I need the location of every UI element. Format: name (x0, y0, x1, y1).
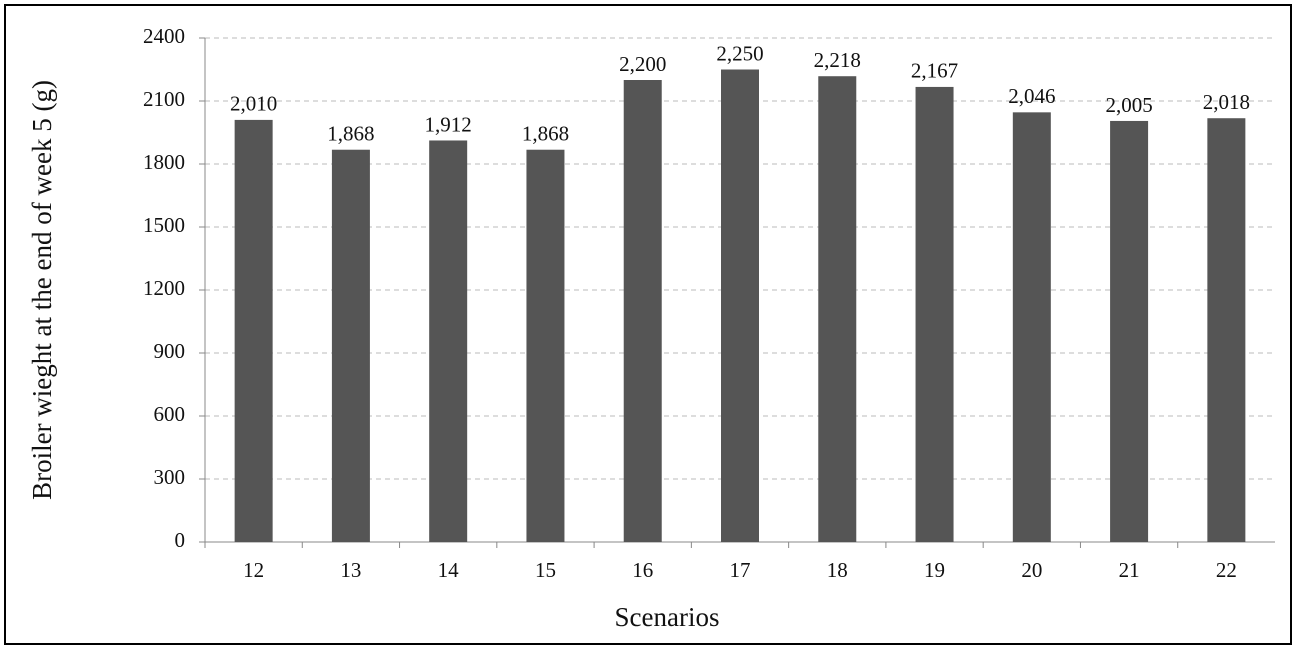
bar (234, 119, 273, 543)
x-tick-label: 13 (340, 558, 361, 582)
bar (721, 69, 759, 542)
bar (818, 76, 857, 542)
value-label: 2,018 (1203, 90, 1250, 114)
y-tick-label: 600 (154, 402, 186, 426)
x-tick-label: 14 (438, 558, 460, 582)
x-tick-label: 22 (1216, 558, 1237, 582)
bar (429, 140, 468, 543)
x-tick-label: 17 (730, 558, 751, 582)
value-label: 2,005 (1105, 93, 1152, 117)
x-tick-label: 12 (243, 558, 264, 582)
bar (1012, 112, 1051, 542)
y-tick-label: 1200 (143, 276, 185, 300)
value-label: 1,868 (327, 122, 374, 146)
y-tick-label: 0 (175, 528, 186, 552)
bar (331, 149, 370, 542)
y-tick-label: 1500 (143, 213, 185, 237)
value-label: 2,167 (911, 59, 958, 83)
x-tick-label: 20 (1021, 558, 1042, 582)
x-tick-label: 15 (535, 558, 556, 582)
y-tick-label: 900 (154, 339, 186, 363)
y-tick-label: 300 (154, 465, 186, 489)
frame (4, 4, 1292, 645)
y-tick-label: 2100 (143, 87, 185, 111)
x-tick-label: 21 (1119, 558, 1140, 582)
value-label: 1,912 (425, 112, 472, 136)
x-axis-label: Scenarios (615, 602, 720, 632)
value-label: 2,046 (1008, 84, 1055, 108)
x-tick-label: 18 (827, 558, 848, 582)
y-tick-label: 2400 (143, 24, 185, 48)
value-label: 1,868 (522, 122, 569, 146)
bar (915, 86, 954, 543)
x-tick-label: 16 (632, 558, 653, 582)
bar (526, 149, 565, 542)
bar (1110, 120, 1149, 542)
y-axis-label: Broiler wieght at the end of week 5 (g) (27, 80, 57, 500)
y-tick-label: 1800 (143, 150, 185, 174)
x-tick-label: 19 (924, 558, 945, 582)
value-label: 2,200 (619, 52, 666, 76)
value-label: 2,250 (716, 41, 763, 65)
value-label: 2,010 (230, 92, 277, 116)
value-label: 2,218 (814, 48, 861, 72)
bar (623, 80, 662, 542)
bar (1207, 118, 1246, 542)
